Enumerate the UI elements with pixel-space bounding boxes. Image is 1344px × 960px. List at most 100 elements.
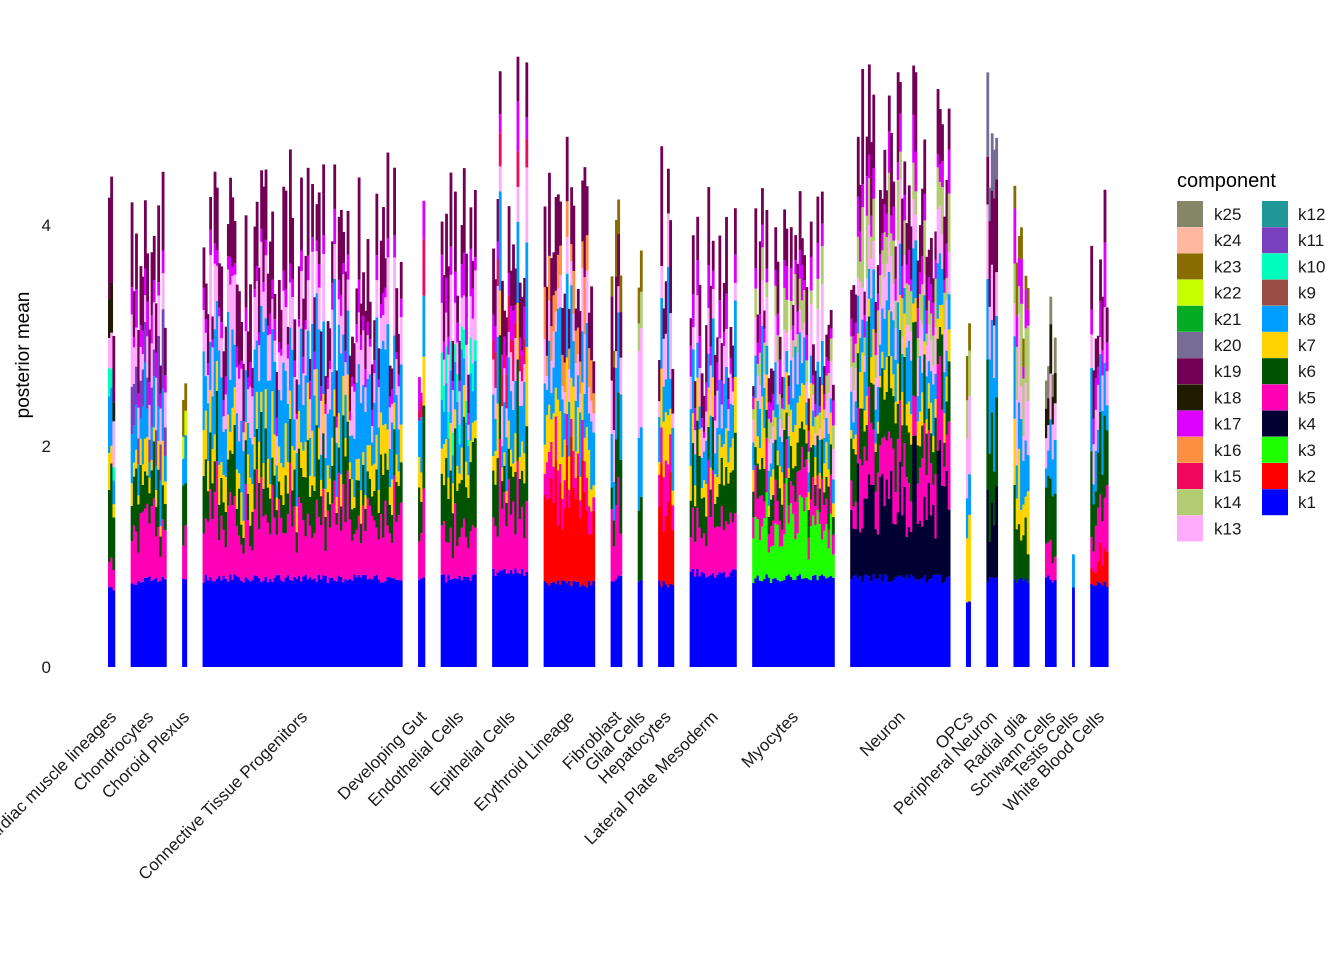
- bar-segment-k17: [947, 149, 951, 194]
- bar-segment-k19: [879, 190, 882, 255]
- bar-segment-k8: [422, 295, 426, 357]
- bar-segment-k1: [905, 574, 909, 667]
- bar-segment-k6: [1020, 540, 1023, 578]
- bar-segment-k17: [512, 310, 515, 341]
- bar-segment-k19: [460, 225, 464, 265]
- bar-segment-k8: [371, 442, 374, 466]
- bar-segment-k6: [1013, 484, 1017, 580]
- bar-segment-k17: [883, 204, 887, 233]
- bar-segment-k5: [253, 509, 257, 576]
- bar-segment-k1: [348, 578, 352, 667]
- bar-segment-k7: [211, 449, 215, 484]
- bar-segment-k6: [831, 517, 835, 535]
- bar-segment-k19: [163, 327, 167, 376]
- bar-segment-k13: [473, 270, 477, 341]
- bar-segment-k13: [1103, 307, 1107, 363]
- legend-label-k7: k7: [1298, 336, 1316, 355]
- bar-segment-k15: [523, 338, 526, 365]
- bar-segment-k7: [914, 298, 918, 322]
- bar-segment-k7: [556, 399, 560, 471]
- bar-segment-k4: [898, 461, 902, 576]
- bar-segment-k8: [852, 422, 856, 439]
- bar-segment-k6: [874, 451, 878, 492]
- bar-segment-k17: [215, 250, 219, 266]
- bar-segment-k1: [277, 574, 281, 667]
- bar-segment-k1: [831, 577, 835, 667]
- bar-segment-k1: [1017, 579, 1021, 667]
- bar-segment-k6: [1022, 535, 1026, 581]
- bar-segment-k8: [286, 403, 290, 462]
- bar-segment-k19: [765, 209, 769, 269]
- bar-segment-k17: [422, 200, 426, 240]
- bar-segment-k8: [965, 498, 969, 539]
- bar-segment-k13: [545, 375, 549, 390]
- bar-segment-k7: [711, 377, 715, 417]
- bar-segment-k1: [776, 580, 780, 667]
- bar-segment-k3: [792, 513, 795, 580]
- bar-segment-k7: [787, 468, 791, 478]
- bar-segment-k17: [229, 257, 232, 285]
- bar-segment-k1: [800, 578, 804, 667]
- bar-segment-k19: [729, 326, 733, 358]
- bar-segment-k13: [494, 387, 498, 419]
- bar-segment-k1: [135, 584, 138, 667]
- bar-segment-k14: [758, 352, 762, 386]
- bar-segment-k7: [576, 407, 580, 454]
- bar-segment-k1: [867, 576, 871, 667]
- bar-segment-k17: [514, 304, 518, 323]
- bar-segment-k11: [132, 383, 136, 426]
- bar-segment-k5: [574, 477, 578, 500]
- bar-segment-k1: [368, 578, 372, 667]
- bars-layer: [108, 56, 1109, 667]
- bar-segment-k19: [246, 331, 250, 378]
- bar-segment-k1: [794, 579, 798, 667]
- bar-segment-k17: [1022, 366, 1026, 379]
- bar-segment-k1: [903, 577, 907, 667]
- bar-segment-k13: [938, 205, 942, 254]
- bar-segment-k19: [222, 351, 226, 401]
- bar-segment-k7: [859, 371, 862, 409]
- bar-segment-k7: [249, 477, 252, 526]
- bar-segment-k6: [366, 471, 370, 499]
- bar-segment-k16: [592, 393, 596, 414]
- legend-key-k4: [1262, 410, 1288, 437]
- bar-segment-k8: [556, 308, 560, 400]
- bar-segment-k19: [469, 207, 473, 249]
- bar-segment-k13: [512, 381, 515, 411]
- bar-segment-k2: [543, 495, 547, 582]
- bar-segment-k6: [300, 468, 303, 503]
- bar-segment-k6: [785, 412, 789, 440]
- bar-segment-k1: [418, 580, 421, 667]
- bar-segment-k19: [780, 376, 784, 399]
- bar-segment-k6: [1026, 554, 1030, 583]
- bar-segment-k25: [1044, 380, 1048, 409]
- legend-key-k20: [1177, 332, 1203, 358]
- bar-segment-k14: [929, 313, 933, 341]
- bar-segment-k2: [545, 499, 549, 583]
- bar-segment-k23: [639, 250, 643, 292]
- bar-segment-k15: [496, 259, 500, 286]
- bar-segment-k3: [814, 525, 818, 575]
- bar-segment-k17: [936, 153, 940, 168]
- bar-segment-k5: [867, 386, 871, 475]
- bar-segment-k1: [238, 577, 241, 667]
- bar-segment-k17: [233, 263, 237, 275]
- bar-segment-k13: [787, 415, 791, 437]
- bar-segment-k1: [494, 575, 498, 667]
- bar-segment-k16: [556, 254, 560, 289]
- bar-segment-k19: [612, 367, 616, 431]
- bar-segment-k17: [337, 279, 341, 300]
- bar-segment-k15: [418, 410, 421, 421]
- bar-segment-k13: [445, 312, 448, 347]
- bar-segment-k6: [246, 493, 250, 521]
- bar-segment-k4: [995, 486, 999, 578]
- bar-segment-k6: [776, 465, 780, 502]
- bar-segment-k13: [161, 273, 165, 310]
- bar-segment-k13: [359, 349, 363, 404]
- bar-segment-k13: [159, 408, 163, 445]
- bar-segment-k5: [619, 533, 623, 576]
- bar-segment-k2: [1096, 561, 1100, 582]
- bar-segment-k13: [266, 335, 270, 381]
- bar-segment-k6: [850, 438, 854, 481]
- bar-segment-k17: [507, 273, 511, 296]
